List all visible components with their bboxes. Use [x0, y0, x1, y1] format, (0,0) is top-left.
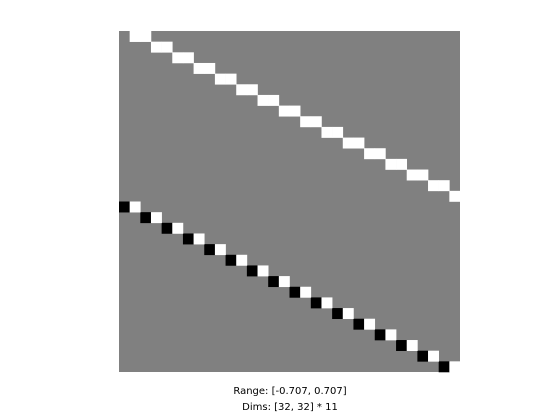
negative-cell	[289, 286, 301, 298]
negative-cell	[438, 361, 450, 373]
positive-cell	[150, 212, 162, 224]
positive-cell	[225, 73, 237, 85]
negative-cell	[353, 318, 365, 330]
positive-cell	[129, 201, 141, 213]
positive-cell	[406, 169, 418, 181]
range-caption: Range: [-0.707, 0.707]	[233, 386, 347, 397]
positive-cell	[321, 126, 333, 138]
negative-cell	[396, 340, 408, 351]
positive-cell	[172, 52, 184, 64]
positive-cell	[150, 41, 162, 53]
positive-cell	[321, 297, 333, 309]
positive-cell	[140, 31, 152, 42]
negative-cell	[374, 329, 386, 341]
positive-cell	[310, 116, 322, 128]
negative-cell	[268, 276, 280, 288]
positive-cell	[300, 286, 312, 298]
positive-cell	[342, 137, 354, 149]
positive-cell	[396, 158, 408, 170]
positive-cell	[342, 308, 354, 320]
positive-cell	[353, 137, 365, 149]
negative-cell	[332, 308, 344, 320]
matrix-cells	[119, 31, 461, 373]
negative-cell	[310, 297, 322, 309]
positive-cell	[364, 148, 376, 160]
positive-cell	[449, 361, 461, 373]
negative-cell	[140, 212, 152, 224]
matrix-background	[119, 31, 460, 372]
positive-cell	[428, 350, 439, 362]
positive-cell	[449, 190, 461, 202]
negative-cell	[204, 244, 216, 256]
positive-cell	[428, 180, 439, 192]
positive-cell	[204, 62, 216, 74]
positive-cell	[289, 105, 301, 117]
negative-cell	[417, 350, 429, 362]
positive-cell	[406, 340, 418, 351]
positive-cell	[246, 84, 258, 96]
negative-cell	[161, 222, 173, 234]
positive-cell	[214, 73, 226, 85]
positive-cell	[385, 158, 397, 170]
positive-cell	[374, 148, 386, 160]
dims-caption: Dims: [32, 32] * 11	[242, 402, 338, 413]
positive-cell	[332, 126, 344, 138]
positive-cell	[278, 276, 290, 288]
positive-cell	[385, 329, 397, 341]
positive-cell	[257, 265, 269, 277]
positive-cell	[268, 94, 280, 106]
positive-cell	[161, 41, 173, 53]
negative-cell	[225, 254, 237, 266]
positive-cell	[214, 244, 226, 256]
negative-cell	[182, 233, 194, 245]
positive-cell	[257, 94, 269, 106]
positive-cell	[193, 62, 205, 74]
negative-cell	[119, 201, 130, 213]
negative-cell	[246, 265, 258, 277]
positive-cell	[417, 169, 429, 181]
positive-cell	[172, 222, 184, 234]
positive-cell	[236, 84, 248, 96]
positive-cell	[278, 105, 290, 117]
positive-cell	[182, 52, 194, 64]
positive-cell	[129, 31, 141, 42]
positive-cell	[364, 318, 376, 330]
positive-cell	[438, 180, 450, 192]
positive-cell	[300, 116, 312, 128]
positive-cell	[236, 254, 248, 266]
positive-cell	[193, 233, 205, 245]
